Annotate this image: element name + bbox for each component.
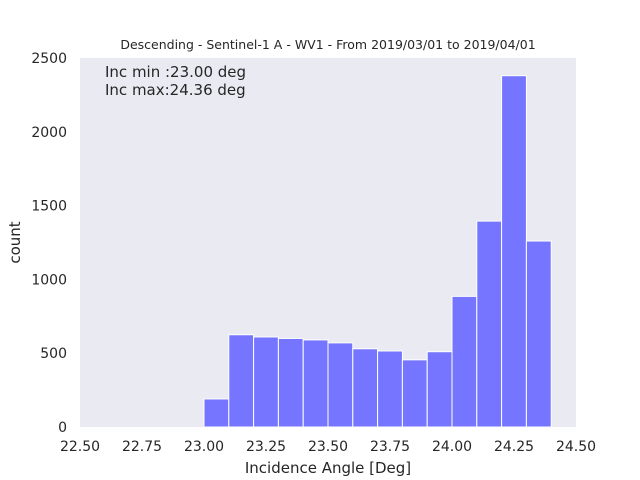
bars-group <box>203 75 552 428</box>
x-tick-label: 24.50 <box>556 439 596 455</box>
y-tick-label: 0 <box>58 420 67 436</box>
y-axis-label: count <box>6 221 24 263</box>
histogram-bar <box>501 75 527 428</box>
annotation-inc-max: Inc max:24.36 deg <box>105 81 246 99</box>
chart-title: Descending - Sentinel-1 A - WV1 - From 2… <box>120 37 535 52</box>
histogram-bar <box>451 295 478 428</box>
x-tick-label: 22.50 <box>60 439 100 455</box>
histogram-bar <box>426 351 453 428</box>
x-tick-label: 23.00 <box>184 439 224 455</box>
histogram-bar <box>476 220 503 428</box>
x-tick-labels: 22.50 22.75 23.00 23.25 23.50 23.75 24.00 24.25… <box>60 439 596 455</box>
x-axis-label: Incidence Angle [Deg] <box>245 459 411 477</box>
x-tick-label: 23.25 <box>246 439 286 455</box>
y-tick-label: 1500 <box>31 199 67 215</box>
y-tick-label: 500 <box>40 346 67 362</box>
histogram-bar <box>203 398 230 428</box>
y-tick-labels: 0 500 1000 1500 2000 2500 <box>31 51 67 436</box>
y-tick-label: 2500 <box>31 51 67 67</box>
y-tick-label: 1000 <box>31 272 67 288</box>
histogram-bar <box>401 359 428 428</box>
x-tick-label: 24.25 <box>494 439 534 455</box>
x-tick-label: 22.75 <box>122 439 162 455</box>
x-tick-label: 23.50 <box>308 439 348 455</box>
histogram-bar <box>253 336 279 428</box>
x-tick-label: 23.75 <box>370 439 410 455</box>
histogram-bar <box>277 337 304 428</box>
histogram-bar <box>302 339 329 428</box>
x-tick-label: 24.00 <box>432 439 472 455</box>
annotation-inc-min: Inc min :23.00 deg <box>105 63 246 81</box>
histogram-bar <box>352 348 379 428</box>
histogram-bar <box>525 240 552 428</box>
y-tick-label: 2000 <box>31 125 67 141</box>
histogram-bar <box>377 350 403 428</box>
histogram-bar <box>327 342 354 428</box>
histogram-bar <box>228 334 255 428</box>
